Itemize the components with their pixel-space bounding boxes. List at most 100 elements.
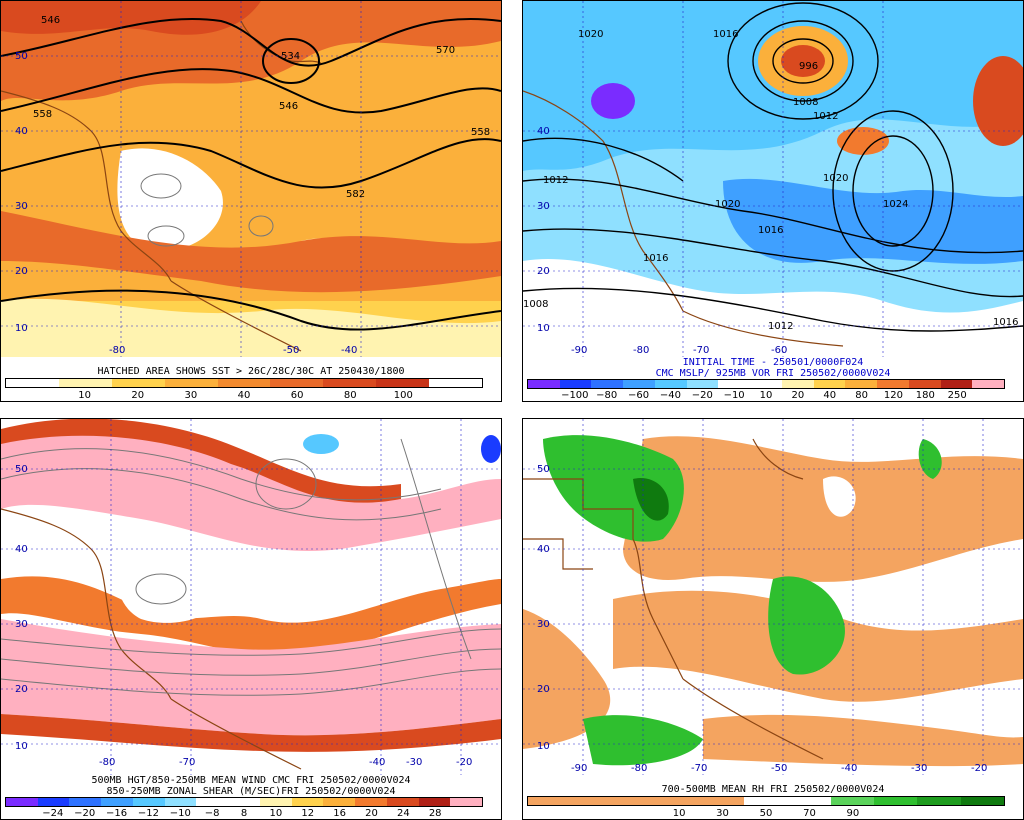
color-scale-label: 30 bbox=[184, 390, 198, 401]
color-scale-swatch bbox=[217, 379, 271, 387]
lat-label: 20 bbox=[15, 684, 28, 695]
lon-label: -70 bbox=[179, 757, 195, 768]
color-scale-label: −20 bbox=[74, 808, 96, 819]
color-scale-label: −16 bbox=[105, 808, 128, 819]
color-scale-label: 16 bbox=[333, 808, 346, 819]
lat-label: 50 bbox=[15, 464, 28, 475]
color-scale-label: −24 bbox=[42, 808, 64, 819]
lat-label: 20 bbox=[537, 684, 550, 695]
panel-500mb-wind-sst: 546 534 546 570 558 558 582 50 40 30 20 … bbox=[0, 0, 502, 402]
color-scale-swatch bbox=[972, 380, 1005, 388]
color-scale-swatch bbox=[386, 798, 419, 806]
color-scale-swatch bbox=[571, 797, 615, 805]
color-scale-label: 180 bbox=[915, 390, 935, 401]
lon-label: -70 bbox=[691, 763, 707, 774]
lat-label: 20 bbox=[15, 266, 28, 277]
lon-label: -80 bbox=[109, 345, 125, 356]
color-scale-label: 10 bbox=[269, 808, 283, 819]
color-scale-label: 8 bbox=[240, 808, 248, 819]
lon-label: -40 bbox=[841, 763, 857, 774]
color-scale-swatch bbox=[101, 798, 133, 806]
map-caption-init: INITIAL TIME - 250501/0000F024 bbox=[682, 357, 864, 368]
color-scale-swatch bbox=[813, 380, 846, 388]
color-scale-swatch bbox=[111, 379, 165, 387]
contour-label: 1016 bbox=[993, 317, 1018, 328]
color-scale-swatch bbox=[750, 380, 782, 388]
lon-label: -20 bbox=[456, 757, 472, 768]
color-scale-swatch bbox=[418, 798, 451, 806]
lon-label: -20 bbox=[971, 763, 987, 774]
lon-label: -40 bbox=[341, 345, 357, 356]
color-scale-label: 90 bbox=[846, 808, 860, 819]
lat-label: 30 bbox=[15, 619, 28, 630]
color-scale-label: 10 bbox=[78, 390, 92, 401]
color-scale-swatch bbox=[787, 797, 831, 805]
lat-label: 40 bbox=[15, 126, 28, 137]
color-scale-swatch bbox=[196, 798, 229, 806]
map-caption-wind: 500MB HGT/850-250MB MEAN WIND CMC FRI 25… bbox=[91, 775, 411, 786]
color-scale-swatch bbox=[591, 380, 624, 388]
contour-label: 570 bbox=[436, 45, 455, 56]
contour-label: 582 bbox=[346, 189, 365, 200]
lon-label: -30 bbox=[406, 757, 422, 768]
color-scale-swatch bbox=[37, 798, 70, 806]
color-scale-swatch bbox=[528, 797, 572, 805]
contour-label: 1008 bbox=[523, 299, 548, 310]
color-scale-swatch bbox=[718, 380, 751, 388]
color-scale-swatch bbox=[874, 797, 918, 805]
lat-label: 40 bbox=[537, 126, 550, 137]
lon-label: -70 bbox=[693, 345, 709, 356]
color-scale-label: 40 bbox=[237, 390, 251, 401]
color-scale-swatch bbox=[908, 380, 941, 388]
color-scale-label: 100 bbox=[393, 390, 413, 401]
color-scale-swatch bbox=[845, 380, 878, 388]
map-view: 50 40 30 20 10 -80 -70 -40 -30 -20 bbox=[1, 419, 501, 775]
lat-label: 10 bbox=[537, 741, 550, 752]
lon-label: -50 bbox=[771, 763, 787, 774]
color-scale-swatch bbox=[940, 380, 973, 388]
color-scale-swatch bbox=[69, 798, 102, 806]
color-scale-swatch bbox=[429, 379, 483, 387]
color-scale-swatch bbox=[164, 379, 218, 387]
color-scale-swatch bbox=[559, 380, 592, 388]
contour-label: 534 bbox=[281, 51, 300, 62]
lon-label: -80 bbox=[631, 763, 647, 774]
color-scale-label: 80 bbox=[343, 390, 357, 401]
color-scale-swatch bbox=[355, 798, 387, 806]
lon-label: -50 bbox=[283, 345, 299, 356]
color-scale-bar bbox=[5, 378, 483, 388]
color-scale-ticks: 10 30 50 70 90 bbox=[527, 808, 1005, 819]
panel-zonal-shear: 50 40 30 20 10 -80 -70 -40 -30 -20 500MB… bbox=[0, 418, 502, 820]
contour-label: 1016 bbox=[713, 29, 738, 40]
color-scale-swatch bbox=[6, 798, 38, 806]
lat-label: 40 bbox=[537, 544, 550, 555]
lat-label: 30 bbox=[537, 619, 550, 630]
color-scale-swatch bbox=[781, 380, 814, 388]
map-caption: CMC MSLP/ 925MB VOR FRI 250502/0000V024 bbox=[655, 368, 891, 379]
color-scale-label: 120 bbox=[883, 390, 903, 401]
color-scale-ticks: 10 20 30 40 60 80 100 bbox=[5, 390, 483, 401]
color-scale-label: 40 bbox=[823, 390, 837, 401]
lat-label: 40 bbox=[15, 544, 28, 555]
map-view: 50 40 30 20 10 -90 -80 -70 -50 -40 -30 -… bbox=[523, 419, 1023, 775]
lon-label: -40 bbox=[369, 757, 385, 768]
color-scale-label: −100 bbox=[561, 390, 589, 401]
lat-label: 50 bbox=[537, 464, 550, 475]
color-scale-swatch bbox=[291, 798, 324, 806]
contour-label: 1016 bbox=[758, 225, 783, 236]
lat-label: 10 bbox=[537, 323, 550, 334]
color-scale-swatch bbox=[132, 798, 165, 806]
contour-label: 1016 bbox=[643, 253, 668, 264]
lat-label: 10 bbox=[15, 741, 28, 752]
color-scale-swatch bbox=[701, 797, 745, 805]
color-scale-swatch bbox=[623, 380, 655, 388]
color-scale-swatch bbox=[917, 797, 961, 805]
color-scale-label: 30 bbox=[716, 808, 729, 819]
map-view: 1020 1016 996 1008 1012 1020 1024 1020 1… bbox=[523, 1, 1023, 357]
color-scale-label: 70 bbox=[803, 808, 816, 819]
lat-label: 30 bbox=[537, 201, 550, 212]
color-scale-label: −8 bbox=[204, 808, 220, 819]
lon-label: -30 bbox=[911, 763, 927, 774]
contour-label: 1020 bbox=[823, 173, 848, 184]
color-scale-swatch bbox=[164, 798, 197, 806]
